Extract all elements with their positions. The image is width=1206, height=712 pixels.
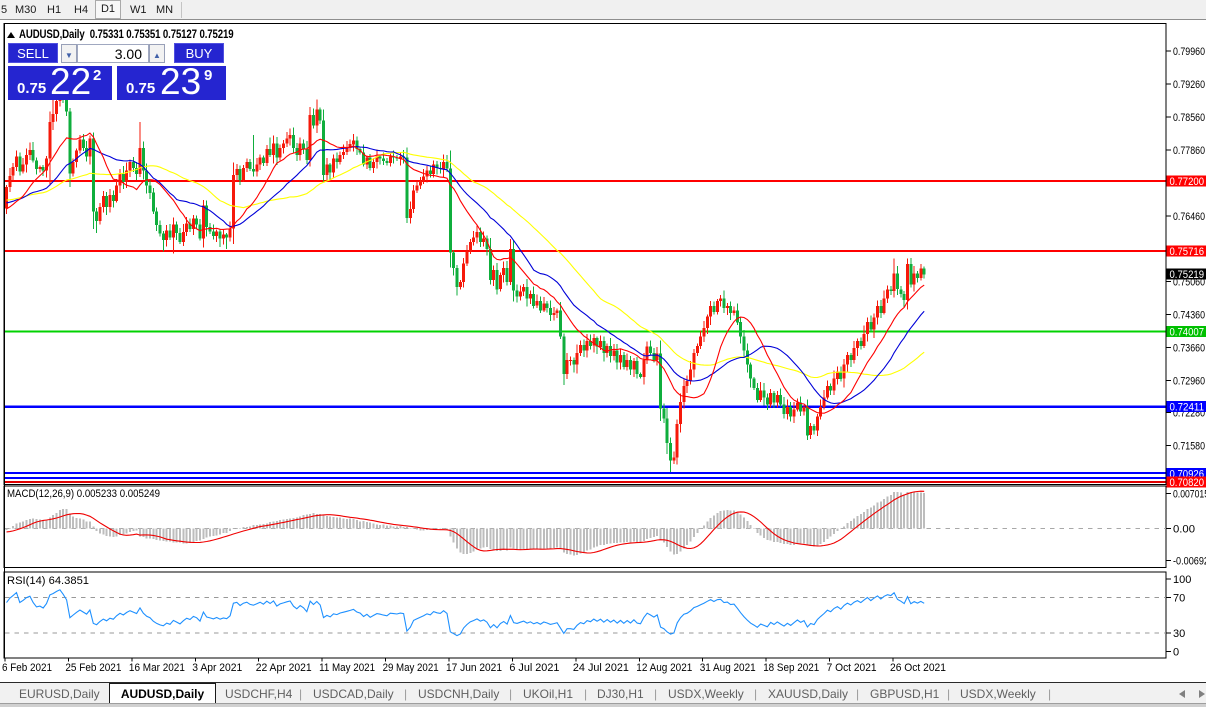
svg-text:100: 100 <box>1173 574 1191 586</box>
svg-text:0.78560: 0.78560 <box>1173 112 1205 124</box>
svg-text:70: 70 <box>1173 593 1185 605</box>
svg-text:0: 0 <box>1173 647 1179 659</box>
svg-text:0.75219: 0.75219 <box>1170 269 1205 281</box>
svg-text:6 Jul 2021: 6 Jul 2021 <box>509 662 559 674</box>
svg-text:0.72411: 0.72411 <box>1170 402 1205 414</box>
svg-text:0.74007: 0.74007 <box>1170 326 1205 338</box>
svg-text:0.79960: 0.79960 <box>1173 46 1205 58</box>
svg-text:0.75716: 0.75716 <box>1170 246 1205 258</box>
svg-text:0.00: 0.00 <box>1173 523 1195 535</box>
svg-text:0.72960: 0.72960 <box>1173 376 1205 388</box>
svg-text:29 May 2021: 29 May 2021 <box>383 662 439 674</box>
svg-text:3 Apr 2021: 3 Apr 2021 <box>192 662 242 674</box>
svg-text:17 Jun 2021: 17 Jun 2021 <box>446 662 502 674</box>
svg-text:-0.00692: -0.00692 <box>1173 556 1206 568</box>
svg-text:RSI(14) 64.3851: RSI(14) 64.3851 <box>7 575 89 587</box>
svg-text:0.73660: 0.73660 <box>1173 343 1205 355</box>
svg-text:31 Aug 2021: 31 Aug 2021 <box>700 662 756 674</box>
svg-text:22 Apr 2021: 22 Apr 2021 <box>256 662 312 674</box>
svg-text:0.74360: 0.74360 <box>1173 310 1205 322</box>
svg-text:16 Mar 2021: 16 Mar 2021 <box>129 662 185 674</box>
svg-text:25 Feb 2021: 25 Feb 2021 <box>65 662 121 674</box>
svg-text:0.71580: 0.71580 <box>1173 441 1205 453</box>
svg-text:0.76460: 0.76460 <box>1173 211 1205 223</box>
svg-text:7 Oct 2021: 7 Oct 2021 <box>827 662 877 674</box>
svg-text:0.77200: 0.77200 <box>1170 176 1205 188</box>
svg-text:MACD(12,26,9) 0.005233 0.00524: MACD(12,26,9) 0.005233 0.005249 <box>7 488 160 500</box>
svg-text:6 Feb 2021: 6 Feb 2021 <box>2 662 52 674</box>
svg-text:0.79260: 0.79260 <box>1173 79 1205 91</box>
svg-text:24 Jul 2021: 24 Jul 2021 <box>573 662 629 674</box>
svg-text:18 Sep 2021: 18 Sep 2021 <box>763 662 819 674</box>
svg-text:0.007015: 0.007015 <box>1173 488 1206 500</box>
svg-text:11 May 2021: 11 May 2021 <box>319 662 375 674</box>
svg-text:0.77860: 0.77860 <box>1173 145 1205 157</box>
svg-text:0.70820: 0.70820 <box>1170 477 1205 489</box>
svg-text:12 Aug 2021: 12 Aug 2021 <box>636 662 692 674</box>
svg-text:26 Oct 2021: 26 Oct 2021 <box>890 662 946 674</box>
svg-text:30: 30 <box>1173 628 1185 640</box>
